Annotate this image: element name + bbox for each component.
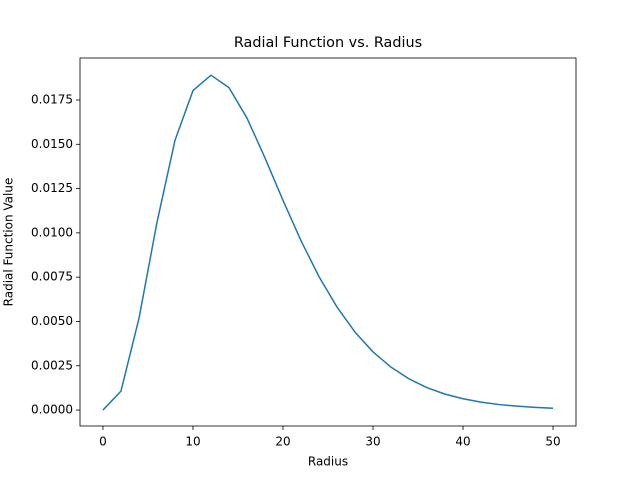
y-tick-label: 0.0050 [31, 314, 73, 328]
x-tick-label: 40 [455, 435, 470, 449]
y-tick-label: 0.0175 [31, 92, 73, 106]
y-tick-label: 0.0075 [31, 270, 73, 284]
x-axis-label: Radius [308, 455, 348, 469]
y-tick-label: 0.0150 [31, 137, 73, 151]
chart-title: Radial Function vs. Radius [234, 35, 422, 51]
x-tick-label: 10 [185, 435, 200, 449]
y-tick-label: 0.0125 [31, 181, 73, 195]
x-tick-label: 0 [99, 435, 107, 449]
line-series [102, 74, 554, 411]
x-tick-label: 20 [275, 435, 290, 449]
y-tick-label: 0.0025 [31, 358, 73, 372]
axes-frame [79, 57, 577, 427]
x-tick-label: 30 [365, 435, 380, 449]
y-axis-label: Radial Function Value [2, 178, 16, 307]
x-tick-label: 50 [545, 435, 560, 449]
y-tick-label: 0.0100 [31, 225, 73, 239]
y-tick-label: 0.0000 [31, 403, 73, 417]
